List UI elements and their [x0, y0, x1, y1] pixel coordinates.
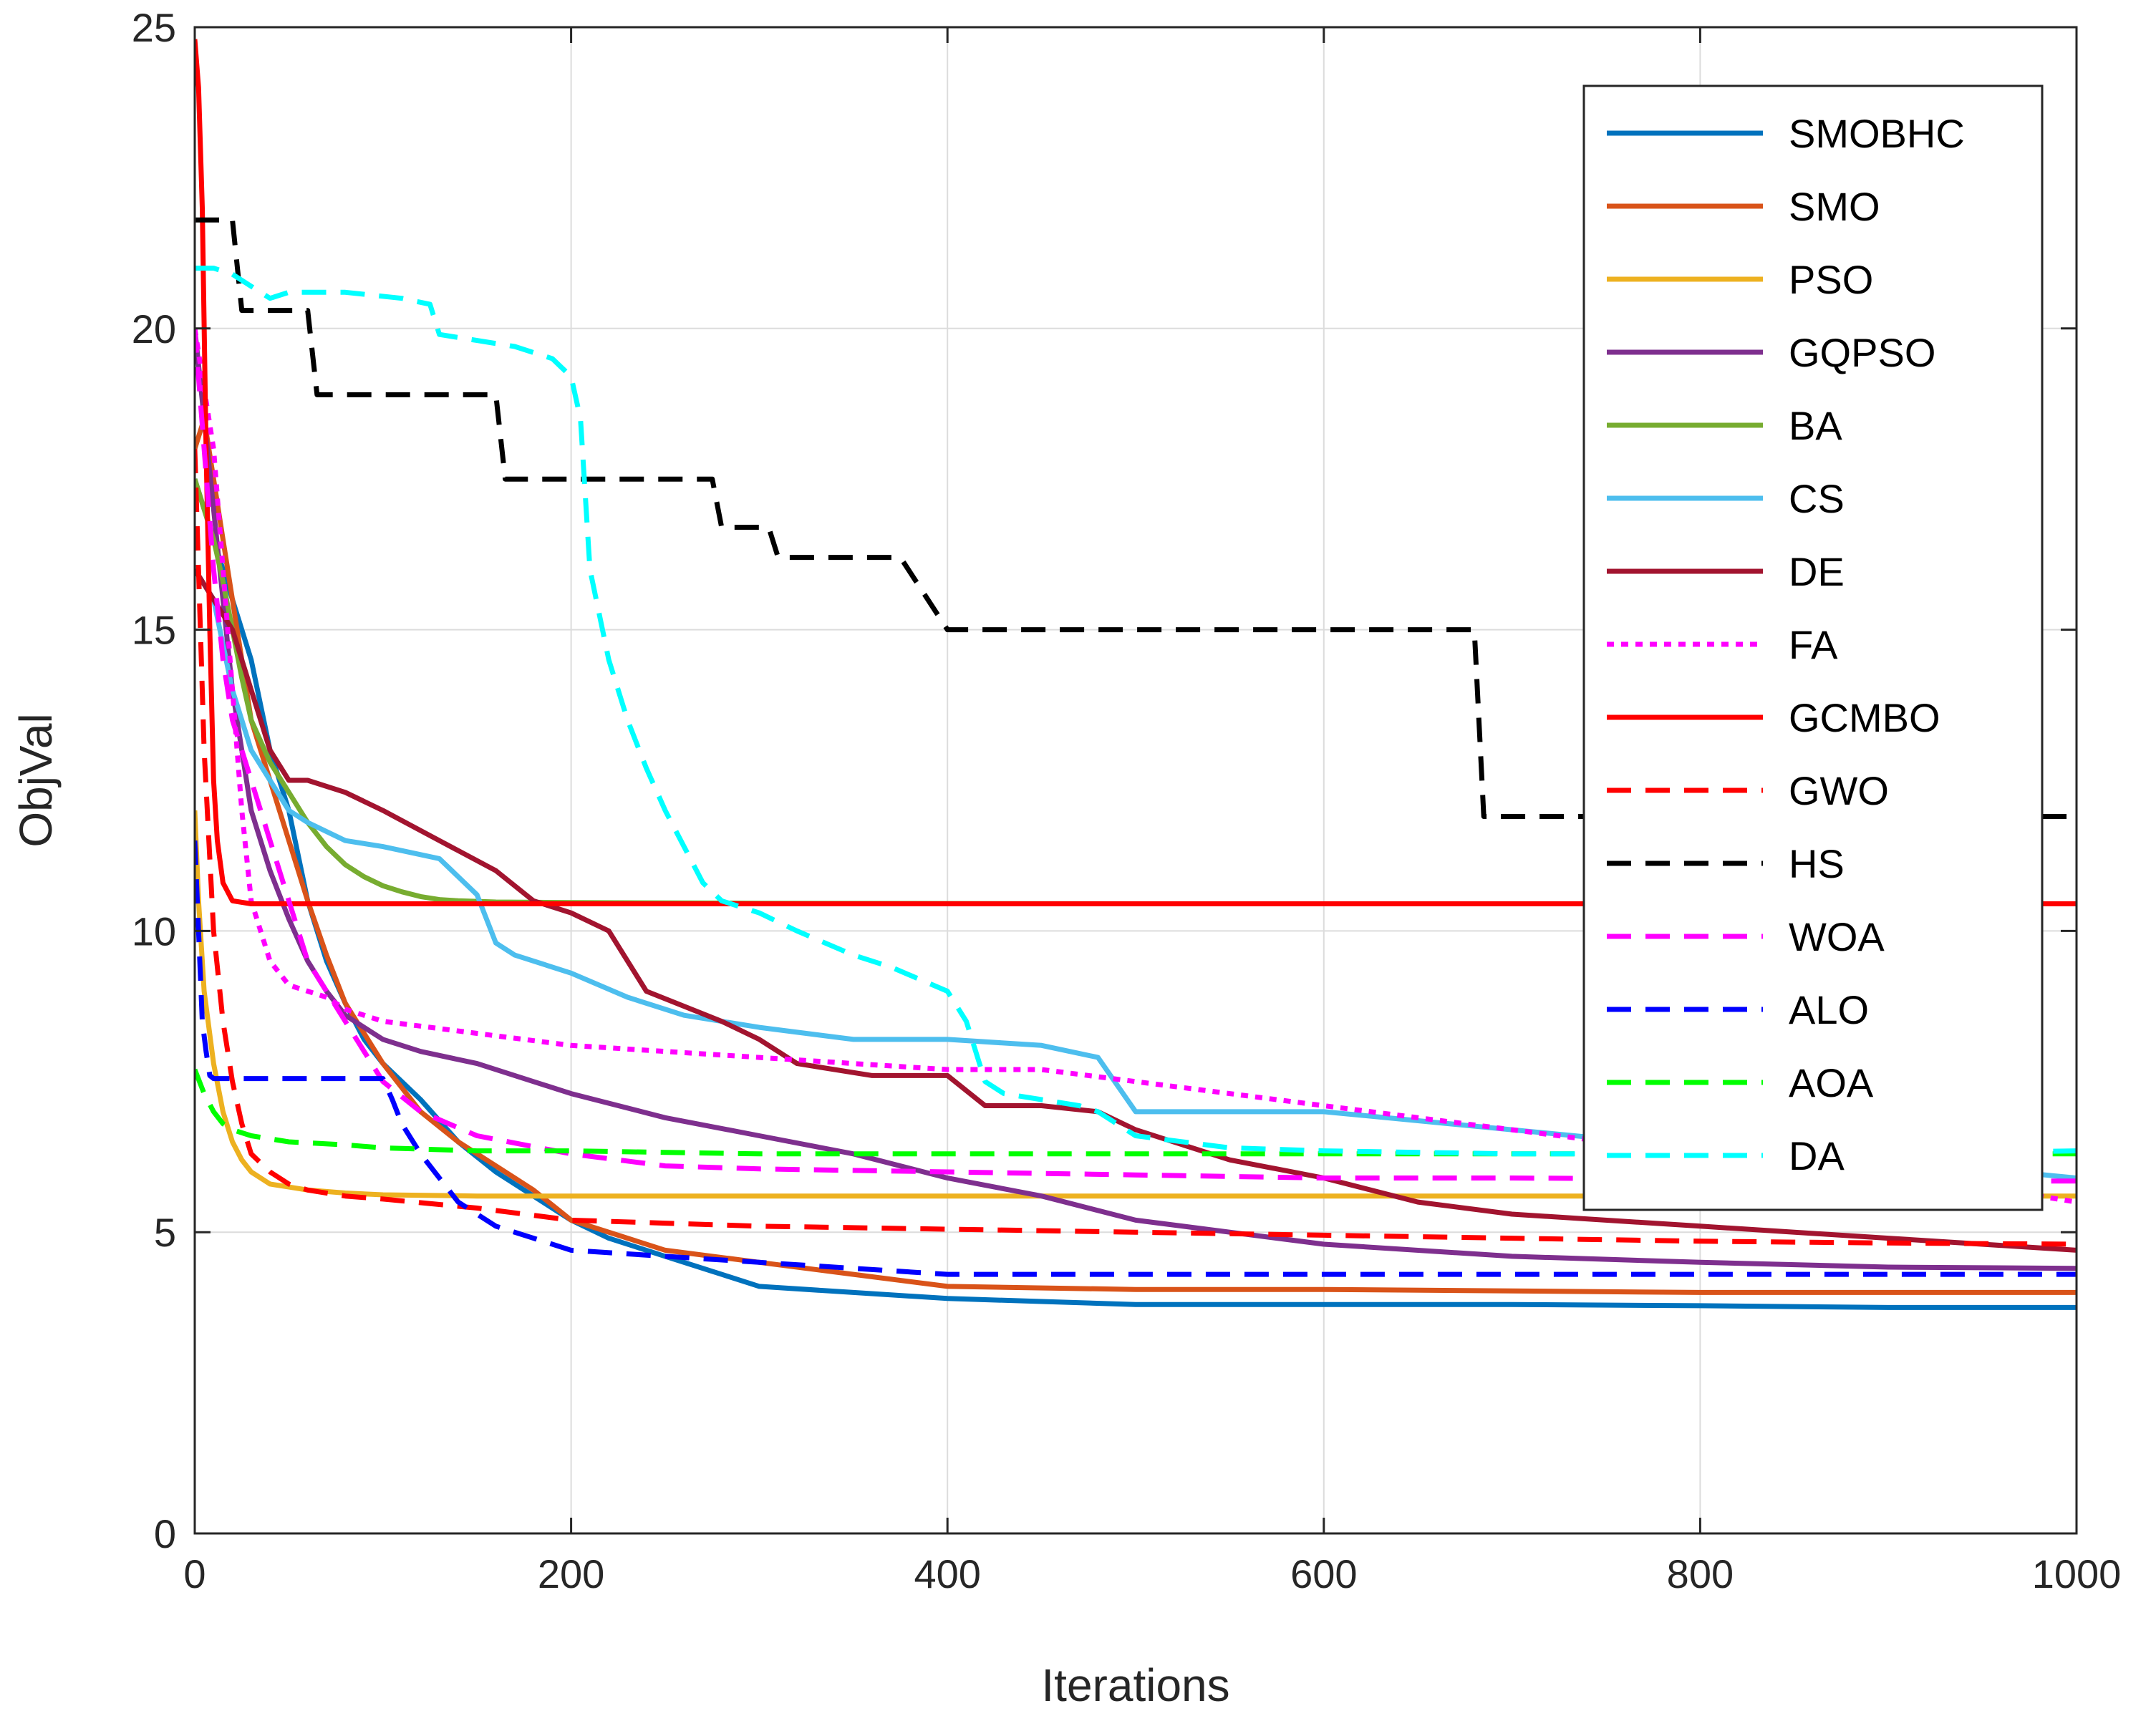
x-tick-label: 800 — [1667, 1551, 1734, 1596]
series-line-cs — [195, 568, 2077, 1181]
legend-label-gcmbo: GCMBO — [1789, 695, 1940, 740]
axis-ticks: 0 200 400 600 800 1000 0 5 10 15 20 25 — [132, 5, 2122, 1596]
legend-label-smo: SMO — [1789, 184, 1880, 229]
legend-label-pso: PSO — [1789, 257, 1873, 302]
y-tick-label: 20 — [132, 306, 176, 352]
legend-label-gqpso: GQPSO — [1789, 330, 1935, 375]
legend-label-cs: CS — [1789, 476, 1845, 521]
x-tick-label: 0 — [183, 1551, 206, 1596]
x-tick-label: 400 — [914, 1551, 980, 1596]
y-tick-label: 10 — [132, 908, 176, 954]
x-tick-label: 1000 — [2032, 1551, 2122, 1596]
legend: SMOBHC SMO PSO GQPSO BA CS DE FA GCMBO GWO HS WOA AL… — [1582, 84, 2044, 1211]
x-tick-label: 600 — [1290, 1551, 1357, 1596]
y-tick-label: 15 — [132, 608, 176, 653]
series-line-gqpso — [195, 328, 2077, 1271]
legend-label-gwo: GWO — [1789, 768, 1889, 813]
legend-box — [1582, 84, 2044, 1211]
series-line-aoa — [195, 1068, 2077, 1157]
legend-label-da: DA — [1789, 1133, 1845, 1178]
series-line-gcmbo — [195, 39, 2077, 906]
series-line-smo — [195, 416, 2077, 1295]
series-layer — [195, 39, 2077, 1310]
legend-label-smobhc: SMOBHC — [1789, 111, 1965, 156]
series-line-da — [195, 266, 2077, 1157]
series-line-pso — [195, 810, 2077, 1199]
legend-label-woa: WOA — [1789, 914, 1885, 959]
legend-label-de: DE — [1789, 549, 1845, 594]
legend-label-alo: ALO — [1789, 987, 1869, 1032]
series-line-hs — [195, 217, 2077, 819]
y-axis-title: ObjVal — [10, 713, 62, 847]
y-tick-label: 5 — [154, 1210, 176, 1255]
plot-area-frame — [193, 26, 2078, 1535]
series-line-alo — [195, 840, 2077, 1277]
series-line-woa — [195, 328, 2077, 1184]
legend-label-hs: HS — [1789, 841, 1845, 886]
legend-label-ba: BA — [1789, 403, 1842, 448]
legend-label-fa: FA — [1789, 622, 1838, 667]
legend-label-aoa: AOA — [1789, 1060, 1874, 1105]
x-axis-title: Iterations — [1041, 1659, 1229, 1711]
series-line-gwo — [195, 448, 2077, 1247]
x-tick-label: 200 — [538, 1551, 604, 1596]
y-tick-label: 0 — [154, 1511, 176, 1556]
series-line-smobhc — [195, 478, 2077, 1310]
y-tick-label: 25 — [132, 5, 176, 50]
